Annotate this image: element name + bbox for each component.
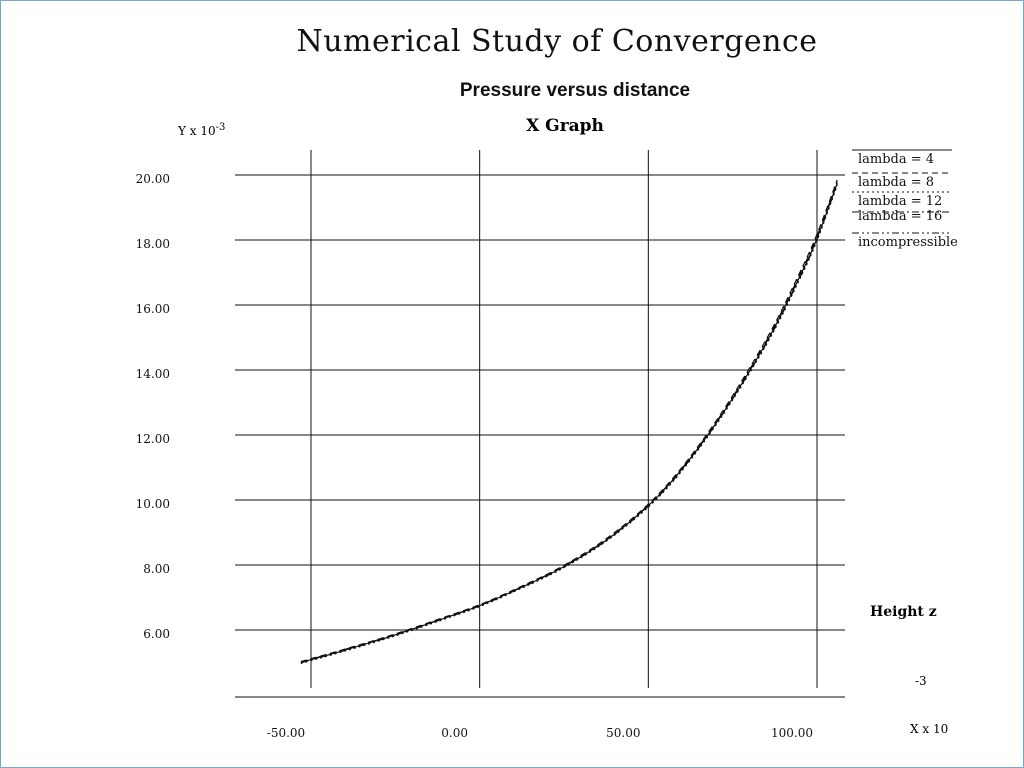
x-tick-label: 0.00 xyxy=(441,726,468,740)
y-axis-label-exponent: -3 xyxy=(215,122,226,133)
y-tick-label: 14.00 xyxy=(136,367,170,381)
y-tick-label: 12.00 xyxy=(136,432,170,446)
legend-item-label: lambda = 16 xyxy=(858,209,942,224)
y-axis-ticks: 6.00 8.00 10.00 12.00 14.00 16.00 18.00 20.00 xyxy=(136,172,170,641)
x-tick-label: 100.00 xyxy=(771,726,813,740)
series-line-2 xyxy=(300,179,838,663)
x-tick-label: -50.00 xyxy=(267,726,305,740)
x-axis-ticks: -50.00 0.00 50.00 100.00 xyxy=(267,726,813,740)
legend-item-label: incompressible xyxy=(858,235,958,250)
series-line-4 xyxy=(300,181,838,663)
series-line-1 xyxy=(300,182,838,664)
y-tick-label: 10.00 xyxy=(136,497,170,511)
chart-title: X Graph xyxy=(526,116,604,136)
x-axis-unit-label: X x 10 xyxy=(910,722,949,736)
legend-item-label: lambda = 8 xyxy=(858,175,934,190)
series-line-5 xyxy=(300,183,838,664)
y-tick-label: 16.00 xyxy=(136,302,170,316)
series-line-3 xyxy=(300,185,838,665)
y-tick-label: 20.00 xyxy=(136,172,170,186)
y-tick-label: 18.00 xyxy=(136,237,170,251)
legend-item-label: lambda = 12 xyxy=(858,194,942,209)
y-axis-unit-label: Y x 10-3 xyxy=(178,122,225,138)
y-axis-label-prefix: Y x 10 xyxy=(178,124,216,138)
legend-item-label: lambda = 4 xyxy=(858,152,934,167)
side-label: Height z xyxy=(870,604,937,620)
chart-series xyxy=(300,179,838,665)
chart-grid xyxy=(235,150,845,698)
x-axis-exponent: -3 xyxy=(915,674,927,688)
y-tick-label: 8.00 xyxy=(143,562,170,576)
x-tick-label: 50.00 xyxy=(606,726,640,740)
y-tick-label: 6.00 xyxy=(143,627,170,641)
slide-subtitle: Pressure versus distance xyxy=(459,80,691,101)
slide-title: Numerical Study of Convergence xyxy=(296,24,818,59)
